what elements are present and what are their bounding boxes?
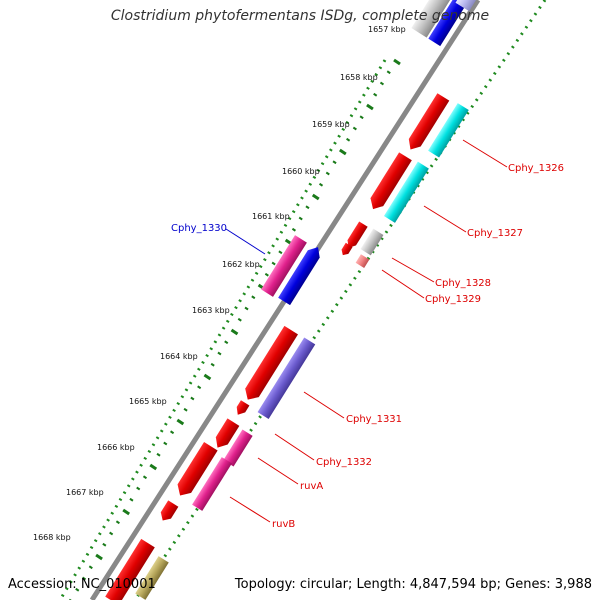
gene-feature-cphy-1327[interactable] <box>366 152 412 213</box>
tick-mark <box>359 115 364 120</box>
tick-mark <box>109 531 114 536</box>
tick-mark <box>224 340 229 345</box>
gene-feature-red[interactable] <box>105 538 155 604</box>
tick-mark <box>352 126 357 131</box>
gene-feature-red[interactable] <box>173 442 218 500</box>
tick-mark <box>339 148 347 156</box>
tick-mark <box>170 430 175 435</box>
gene-feature-cphy-1331-red[interactable] <box>241 325 298 404</box>
tick-mark <box>203 373 212 381</box>
tick-mark <box>271 261 276 266</box>
tick-marks <box>68 58 401 604</box>
tick-label: 1662 kbp <box>222 260 260 269</box>
tick-mark <box>176 418 185 426</box>
tick-mark <box>311 193 320 201</box>
tick-mark <box>197 385 202 390</box>
tick-label: 1664 kbp <box>160 352 198 361</box>
gene-feature-cphy-1329[interactable] <box>355 254 370 269</box>
tick-mark <box>379 81 385 86</box>
gene-feature-cphy-1328[interactable] <box>344 221 368 250</box>
tick-mark <box>237 317 242 322</box>
tick-label: 1660 kbp <box>282 167 320 176</box>
tick-mark <box>278 250 283 255</box>
gene-feature-cphy-1331[interactable] <box>257 337 316 420</box>
topology-label: Topology: circular; Length: 4,847,594 bp… <box>234 577 592 592</box>
tick-mark <box>346 137 351 142</box>
gene-feature-red-small[interactable] <box>158 500 179 523</box>
tick-mark <box>149 463 158 471</box>
tick-mark <box>122 508 130 516</box>
tick-mark <box>156 452 161 457</box>
tick-mark <box>183 407 188 412</box>
gene-feature-cphy-1326[interactable] <box>405 93 450 153</box>
gene-feature-cphy-1332[interactable] <box>212 418 240 451</box>
tick-mark <box>136 486 141 491</box>
tick-mark <box>318 182 324 187</box>
tick-label: 1661 kbp <box>252 212 290 221</box>
tick-mark <box>81 576 87 581</box>
tick-label: 1667 kbp <box>66 488 104 497</box>
tick-mark <box>332 160 337 165</box>
tick-mark <box>373 92 378 97</box>
gene-feature-olive[interactable] <box>135 556 169 600</box>
tick-label: 1658 kbp <box>340 73 378 82</box>
gene-feature-cphy-1330[interactable] <box>278 243 324 306</box>
gene-label-cphy-1326[interactable]: Cphy_1326 <box>508 163 564 174</box>
accession-label: Accession: NC_010001 <box>8 577 156 592</box>
map-title: Clostridium phytofermentans ISDg, comple… <box>110 8 490 24</box>
tick-mark <box>305 205 310 210</box>
gene-label-cphy-1330[interactable]: Cphy_1330 <box>171 223 227 234</box>
gene-feature-magenta[interactable] <box>261 235 307 297</box>
tick-mark <box>142 475 148 480</box>
gene-label-cphy-1331[interactable]: Cphy_1331 <box>346 414 402 425</box>
gene-feature-red-small[interactable] <box>339 242 353 257</box>
tick-label: 1659 kbp <box>312 120 350 129</box>
gene-label-ruva[interactable]: ruvA <box>300 481 323 492</box>
tick-mark <box>210 362 215 367</box>
tick-mark <box>366 103 374 111</box>
tick-label: 1665 kbp <box>129 397 167 406</box>
tick-mark <box>88 565 93 570</box>
tick-mark <box>393 58 401 66</box>
tick-mark <box>325 171 330 176</box>
tick-mark <box>386 70 391 75</box>
tick-mark <box>75 587 80 592</box>
tick-mark <box>298 216 303 221</box>
tick-mark <box>129 497 134 502</box>
gene-label-cphy-1329[interactable]: Cphy_1329 <box>425 294 481 305</box>
gene-feature-cyan[interactable] <box>428 103 469 158</box>
tick-mark <box>102 542 107 547</box>
tick-mark <box>95 553 103 561</box>
gene-feature-ruva[interactable] <box>223 429 253 467</box>
gene-label-cphy-1327[interactable]: Cphy_1327 <box>467 228 523 239</box>
tick-mark <box>244 306 249 311</box>
gene-feature-red-small[interactable] <box>234 400 250 417</box>
tick-mark <box>264 272 269 277</box>
gene-feature-grey[interactable] <box>360 228 384 256</box>
gene-label-cphy-1328[interactable]: Cphy_1328 <box>435 278 491 289</box>
gc-track-inner <box>58 59 387 601</box>
tick-label: 1657 kbp <box>368 25 406 34</box>
label-connectors <box>225 139 508 523</box>
tick-label: 1663 kbp <box>192 306 230 315</box>
tick-mark <box>163 441 168 446</box>
tick-mark <box>190 396 195 401</box>
gene-feature[interactable] <box>455 0 482 12</box>
tick-mark <box>291 227 296 232</box>
tick-label: 1666 kbp <box>97 443 135 452</box>
tick-mark <box>251 295 256 300</box>
tick-mark <box>115 520 120 525</box>
tick-mark <box>217 351 222 356</box>
tick-mark <box>230 328 239 336</box>
gene-label-cphy-1332[interactable]: Cphy_1332 <box>316 457 372 468</box>
gene-label-ruvb[interactable]: ruvB <box>272 519 295 530</box>
gc-track-outer <box>133 0 547 601</box>
gene-feature-cyan[interactable] <box>383 161 429 223</box>
tick-label: 1668 kbp <box>33 533 71 542</box>
gene-feature-ruvb[interactable] <box>192 457 232 511</box>
gene-feature[interactable] <box>411 0 468 47</box>
